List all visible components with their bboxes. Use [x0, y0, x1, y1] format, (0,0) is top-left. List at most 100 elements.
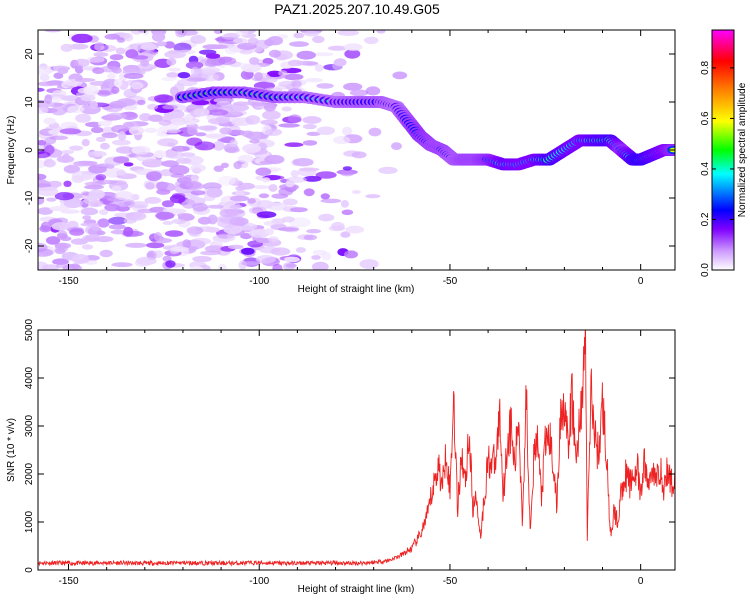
spectrogram-noise-blob: [247, 37, 259, 46]
spectrogram-noise-blob: [149, 206, 167, 213]
y-tick-label: 3000: [24, 414, 35, 437]
spectrogram-noise-blob: [75, 113, 92, 123]
spectrogram-noise-blob: [100, 142, 110, 150]
spectrogram-noise-blob: [267, 36, 284, 46]
spectrogram-noise-blob: [147, 103, 159, 110]
spectrogram-noise-blob: [290, 170, 299, 178]
spectrogram-noise-blob: [235, 185, 247, 191]
colorbar: 0.0 0.2 0.4 0.6 0.8 Normalized spectral ampl…: [700, 29, 748, 277]
spectrogram-noise-blob: [171, 145, 190, 152]
spectrogram-noise-blob: [83, 197, 98, 205]
spectrogram-noise-blob: [106, 112, 128, 120]
spectrogram-noise-blob: [231, 117, 244, 126]
spectrogram-noise-blob: [140, 42, 157, 51]
spectrogram-noise-blob: [139, 113, 152, 122]
spectrogram-noise-blob: [200, 66, 221, 74]
x-tick-label: -150: [59, 576, 79, 587]
spectrogram-noise-blob: [122, 69, 143, 75]
spectrogram-noise-blob: [157, 126, 168, 136]
spectrogram-noise-blob: [191, 99, 210, 106]
spectrogram-noise-blob: [263, 102, 276, 112]
spectrogram-noise-blob: [302, 116, 322, 124]
spectrogram-noise-blob: [213, 30, 223, 35]
spectrogram-noise-blob: [99, 249, 113, 258]
spectrogram-noise-blob: [303, 234, 318, 241]
spectrogram-noise-blob: [193, 108, 210, 117]
spectrogram-noise-blob: [161, 200, 175, 208]
spectrogram-noise-blob: [219, 127, 232, 135]
spectrogram-noise-blob: [144, 127, 158, 133]
spectrogram-noise-blob: [38, 87, 45, 92]
spectrogram-noise-blob: [176, 157, 192, 164]
spectrogram-noise-blob: [287, 114, 302, 124]
spectrogram-noise-blob: [219, 215, 238, 224]
spectrogram-noise-blob: [167, 142, 176, 148]
spectrogram-noise-blob: [318, 213, 335, 222]
colorbar-tick-label: 0.4: [700, 162, 711, 176]
spectrogram-noise-blob: [155, 211, 175, 220]
spectrogram-noise-blob: [123, 105, 138, 111]
spectrogram-noise-blob: [137, 99, 146, 106]
spectrogram-noise-blob: [166, 58, 177, 66]
spectrogram-noise-blob: [284, 256, 300, 263]
spectrogram-noise-blob: [38, 179, 51, 188]
figure-title: PAZ1.2025.207.10.49.G05: [274, 1, 440, 17]
spectrogram-noise-blob: [327, 45, 348, 51]
spectrogram-noise-blob: [255, 254, 276, 264]
spectrogram-noise-blob: [46, 197, 57, 202]
spectrogram-noise-blob: [233, 161, 242, 170]
spectrogram-noise-blob: [286, 176, 307, 183]
spectrogram-noise-blob: [57, 67, 69, 75]
spectrogram-noise-blob: [247, 198, 256, 204]
spectrogram-noise-blob: [115, 146, 135, 154]
spectrogram-noise-blob: [167, 49, 182, 55]
spectrogram-noise-blob: [60, 209, 80, 214]
spectrogram-noise-blob: [190, 237, 212, 245]
spectrogram-noise-blob: [345, 225, 365, 234]
spectrogram-noise-blob: [200, 250, 221, 256]
spectrogram-noise-blob: [207, 204, 224, 209]
spectrogram-noise-blob: [109, 54, 124, 61]
spectrogram-noise-blob: [287, 59, 303, 67]
spectrogram-noise-blob: [340, 231, 351, 238]
spectrogram-noise-blob: [344, 49, 361, 59]
spectrogram-noise-blob: [272, 263, 283, 270]
spectrogram-noise-blob: [123, 88, 137, 98]
spectrogram-noise-blob: [81, 138, 90, 147]
spectrogram-noise-blob: [217, 175, 236, 186]
spectrogram-noise-blob: [218, 263, 227, 270]
spectrogram-noise-blob: [140, 59, 150, 67]
spectrogram-noise-blob: [184, 114, 193, 122]
spectrogram-noise-blob: [262, 110, 281, 120]
spectrogram-noise-blob: [134, 258, 151, 267]
spectrogram-noise-blob: [62, 264, 82, 270]
spectrogram-noise-blob: [340, 200, 349, 208]
spectrogram-noise-blob: [45, 236, 61, 245]
spectrogram-noise-blob: [235, 30, 249, 37]
spectrogram-noise-blob: [123, 217, 137, 224]
spectrogram-noise-blob: [289, 207, 308, 213]
spectrogram-noise-blob: [289, 41, 309, 47]
spectrogram-noise-blob: [118, 72, 128, 82]
spectrogram-noise-blob: [57, 230, 68, 240]
spectrogram-noise-blob: [97, 120, 112, 127]
y-tick-label: 2000: [24, 462, 35, 485]
spectrogram-noise-blob: [303, 30, 320, 37]
spectrogram-noise-blob: [208, 118, 229, 125]
spectrogram-noise-blob: [181, 199, 196, 209]
spectrogram-noise-blob: [240, 70, 254, 80]
spectrogram-noise-blob: [54, 242, 72, 249]
spectrogram-noise-blob: [146, 242, 165, 249]
spectrogram-noise-blob: [73, 58, 90, 68]
spectrogram-noise-blob: [115, 47, 126, 55]
spectrogram-noise-blob: [144, 182, 155, 190]
spectrogram-noise-blob: [99, 65, 120, 73]
spectrogram-noise-blob: [230, 111, 243, 116]
x-tick-label: -50: [443, 576, 458, 587]
spectrogram-noise-blob: [118, 131, 127, 141]
spectrogram-noise-blob: [51, 222, 71, 231]
spectrogram-noise-blob: [256, 211, 277, 219]
spectrogram-noise-blob: [73, 160, 95, 167]
spectrogram-noise-blob: [233, 37, 248, 44]
